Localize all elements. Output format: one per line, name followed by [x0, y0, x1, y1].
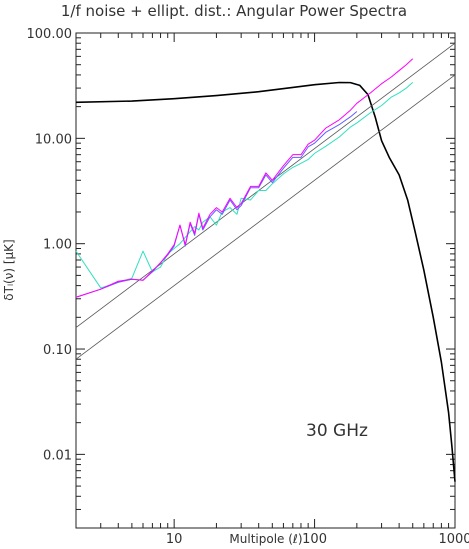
x-tick-label: 100 [302, 532, 327, 547]
y-tick-label: 100.00 [27, 27, 73, 42]
y-tick-label: 10.00 [35, 132, 72, 147]
y-tick-label: 1.00 [43, 238, 72, 253]
x-tick-label: 10 [166, 532, 183, 547]
axis-ticks: 10 100 1000 100.00 10.00 1.00 0.10 0.01 [27, 27, 469, 547]
series-line-2 [75, 42, 456, 328]
x-axis-label: Multipole (ℓ) [229, 532, 302, 546]
series-line-3 [75, 74, 456, 360]
plot-frame [75, 32, 456, 529]
y-tick-label: 0.01 [43, 448, 72, 463]
y-axis-label: δTₗ(ν) [μK] [2, 239, 16, 300]
frequency-annotation: 30 GHz [306, 421, 368, 441]
x-tick-label: 1000 [438, 532, 469, 547]
y-tick-label: 0.10 [43, 343, 72, 358]
chart-title: 1/f noise + ellipt. dist.: Angular Power… [61, 2, 407, 20]
series-group [75, 42, 456, 482]
series-line-6 [75, 58, 414, 298]
series-line-1 [75, 81, 456, 482]
